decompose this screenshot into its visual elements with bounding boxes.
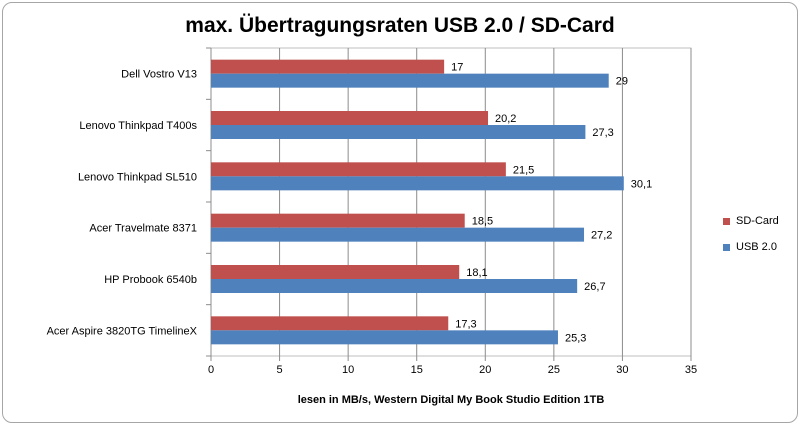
category-label: Lenovo Thinkpad SL510 [78, 171, 197, 183]
x-tick-label: 30 [616, 364, 628, 376]
x-tick-label: 0 [208, 364, 214, 376]
legend-swatch-usb [723, 243, 730, 251]
bar-usb [211, 330, 558, 345]
data-label: 20,2 [495, 113, 516, 125]
data-label: 18,1 [466, 267, 487, 279]
x-tick-label: 25 [548, 364, 560, 376]
x-tick-label: 10 [342, 364, 354, 376]
data-label: 17 [451, 62, 463, 74]
category-label: Dell Vostro V13 [121, 69, 197, 81]
legend: SD-Card USB 2.0 [723, 214, 779, 266]
data-label: 27,3 [592, 127, 613, 139]
data-label: 29 [616, 76, 628, 88]
category-label: Acer Travelmate 8371 [89, 223, 197, 235]
legend-item-sd-card: SD-Card [723, 214, 779, 228]
data-label: 18,5 [472, 216, 493, 228]
data-label: 21,5 [513, 164, 534, 176]
category-label: Acer Aspire 3820TG TimelineX [47, 325, 198, 337]
plot-area [210, 47, 692, 357]
bar-sd-card [211, 59, 445, 74]
x-axis-label: lesen in MB/s, Western Digital My Book S… [297, 394, 605, 406]
x-tick-label: 5 [277, 364, 283, 376]
bar-sd-card [211, 265, 460, 279]
x-tick-label: 35 [685, 364, 697, 376]
data-label: 17,3 [455, 318, 476, 330]
bar-usb [211, 176, 624, 191]
bar-usb [211, 279, 578, 293]
x-tick-label: 15 [411, 364, 423, 376]
bar-sd-card [211, 162, 506, 177]
data-label: 26,7 [584, 281, 605, 293]
data-label: 30,1 [631, 178, 652, 190]
legend-swatch-sd-card [723, 217, 730, 225]
bar-sd-card [211, 316, 449, 331]
bar-usb [211, 73, 609, 88]
data-label: 27,2 [591, 230, 612, 242]
bar-sd-card [211, 111, 489, 125]
legend-label-usb: USB 2.0 [736, 241, 777, 253]
category-label: HP Probook 6540b [104, 274, 197, 286]
legend-label-sd-card: SD-Card [736, 215, 779, 227]
x-tick-label: 20 [479, 364, 491, 376]
bar-sd-card [211, 213, 465, 228]
chart-title: max. Übertragungsraten USB 2.0 / SD-Card [185, 14, 615, 37]
legend-item-usb: USB 2.0 [723, 240, 779, 254]
bar-usb [211, 227, 585, 242]
bar-usb [211, 125, 586, 139]
data-label: 25,3 [565, 332, 586, 344]
category-label: Lenovo Thinkpad T400s [79, 120, 197, 132]
